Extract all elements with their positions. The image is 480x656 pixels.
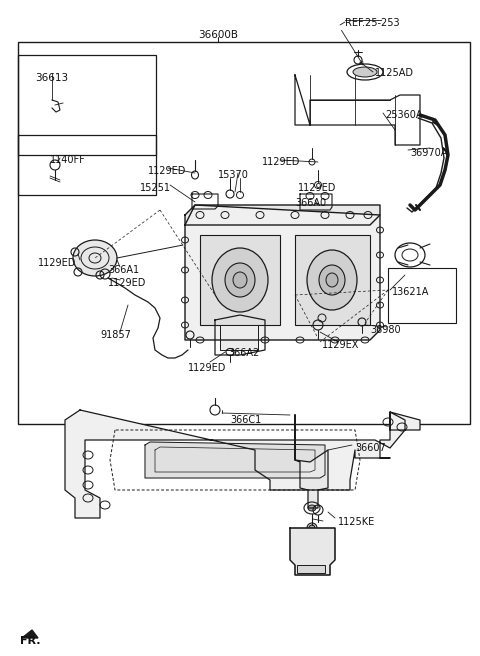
Ellipse shape — [73, 240, 117, 276]
Ellipse shape — [307, 523, 317, 533]
Ellipse shape — [307, 250, 357, 310]
Polygon shape — [65, 410, 420, 518]
Ellipse shape — [233, 272, 247, 288]
Text: FR.: FR. — [20, 636, 40, 646]
Bar — [18, 42, 470, 424]
Text: 1129ED: 1129ED — [38, 258, 76, 268]
Text: 1125KE: 1125KE — [338, 517, 375, 527]
Ellipse shape — [225, 263, 255, 297]
Bar — [297, 565, 325, 573]
Text: 25360A: 25360A — [385, 110, 422, 120]
Text: REF.25-253: REF.25-253 — [345, 18, 400, 28]
Text: 1129EX: 1129EX — [322, 340, 360, 350]
Ellipse shape — [319, 265, 345, 295]
Polygon shape — [185, 205, 380, 340]
Bar — [220, 325, 258, 350]
Text: 366A2: 366A2 — [228, 348, 259, 358]
Text: 13621A: 13621A — [392, 287, 430, 297]
Ellipse shape — [353, 67, 377, 77]
Text: 36970A: 36970A — [410, 148, 447, 158]
Text: 91857: 91857 — [100, 330, 131, 340]
Text: 1129ED: 1129ED — [188, 363, 227, 373]
Polygon shape — [295, 415, 328, 508]
Text: 36600B: 36600B — [198, 30, 238, 40]
Bar — [295, 235, 370, 325]
Text: 36607: 36607 — [355, 443, 386, 453]
Text: 1125AD: 1125AD — [375, 68, 414, 78]
Polygon shape — [145, 442, 325, 478]
Bar — [200, 235, 280, 325]
Ellipse shape — [308, 505, 316, 511]
Text: 15370: 15370 — [218, 170, 249, 180]
Polygon shape — [185, 205, 380, 225]
Bar — [18, 55, 156, 155]
Ellipse shape — [326, 273, 338, 287]
Text: 1140FF: 1140FF — [50, 155, 86, 165]
Text: 366A0: 366A0 — [295, 198, 326, 208]
Text: 1129ED: 1129ED — [262, 157, 300, 167]
Bar — [18, 135, 156, 195]
Text: 1129ED: 1129ED — [108, 278, 146, 288]
Polygon shape — [22, 630, 38, 638]
Text: 1129ED: 1129ED — [148, 166, 186, 176]
Bar — [388, 268, 456, 323]
Text: 36613: 36613 — [36, 73, 69, 83]
Text: 1129ED: 1129ED — [298, 183, 336, 193]
Text: 15251: 15251 — [140, 183, 171, 193]
Polygon shape — [290, 528, 335, 575]
Ellipse shape — [309, 525, 315, 531]
Text: 366C1: 366C1 — [230, 415, 261, 425]
Ellipse shape — [212, 248, 268, 312]
Text: 366A1: 366A1 — [108, 265, 139, 275]
Text: 36980: 36980 — [370, 325, 401, 335]
